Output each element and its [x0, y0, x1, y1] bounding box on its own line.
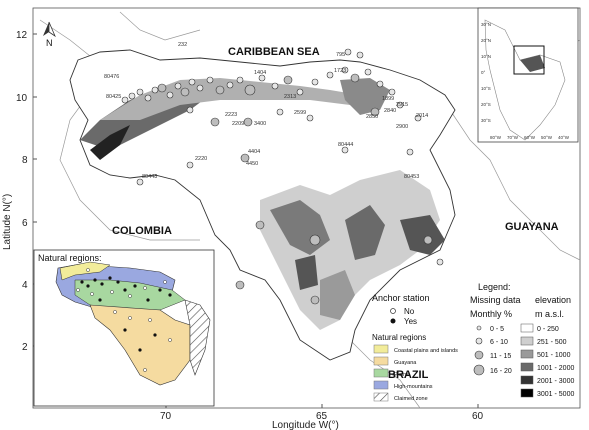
- svg-text:80444: 80444: [338, 142, 353, 148]
- x-axis-label: Longitude W(°): [272, 420, 339, 430]
- svg-text:High-mountains: High-mountains: [394, 384, 433, 390]
- svg-text:60°W: 60°W: [524, 135, 536, 140]
- svg-text:20°N: 20°N: [481, 38, 491, 43]
- svg-text:4404: 4404: [248, 149, 260, 155]
- legend-title: Legend:: [478, 282, 511, 292]
- svg-text:2850: 2850: [366, 114, 378, 120]
- svg-text:2599: 2599: [294, 110, 306, 116]
- svg-text:40°W: 40°W: [558, 135, 570, 140]
- svg-text:Yes: Yes: [404, 317, 417, 326]
- svg-text:2: 2: [22, 342, 28, 353]
- svg-text:2915: 2915: [396, 102, 408, 108]
- svg-text:12: 12: [16, 30, 28, 41]
- svg-text:10°S: 10°S: [481, 86, 491, 91]
- svg-text:50°W: 50°W: [541, 135, 553, 140]
- svg-text:30°N: 30°N: [481, 22, 491, 27]
- svg-text:6: 6: [22, 218, 28, 229]
- svg-text:Monthly %: Monthly %: [470, 309, 512, 319]
- svg-text:2840: 2840: [384, 108, 396, 114]
- place-names: CARIBBEAN SEA COLOMBIA GUAYANA BRAZIL: [112, 46, 559, 381]
- svg-text:1404: 1404: [254, 70, 266, 76]
- svg-text:60: 60: [472, 411, 484, 422]
- svg-text:Guayana: Guayana: [394, 360, 417, 366]
- svg-text:80476: 80476: [104, 74, 119, 80]
- svg-text:3400: 3400: [254, 121, 266, 127]
- y-axis-label: Latitude N(°): [2, 194, 13, 250]
- svg-text:501 - 1000: 501 - 1000: [537, 352, 571, 359]
- svg-text:2900: 2900: [396, 124, 408, 130]
- svg-text:Claimed zone: Claimed zone: [394, 396, 428, 402]
- svg-text:251 - 500: 251 - 500: [537, 339, 567, 346]
- svg-text:795: 795: [336, 52, 345, 58]
- svg-text:No: No: [404, 307, 415, 316]
- svg-text:Anchor station: Anchor station: [372, 293, 430, 303]
- svg-text:0 - 5: 0 - 5: [490, 326, 504, 333]
- colombia-label: COLOMBIA: [112, 225, 172, 237]
- legend: Legend: Anchor station No Yes Natural re…: [372, 282, 574, 402]
- svg-text:10°N: 10°N: [481, 54, 491, 59]
- svg-text:Plains: Plains: [394, 372, 409, 378]
- svg-text:232: 232: [178, 42, 187, 48]
- svg-text:2001 - 3000: 2001 - 3000: [537, 378, 574, 385]
- caribbean-sea-label: CARIBBEAN SEA: [228, 46, 320, 58]
- svg-text:6 - 10: 6 - 10: [490, 339, 508, 346]
- brazil-label: BRAZIL: [388, 369, 429, 381]
- svg-text:20°S: 20°S: [481, 102, 491, 107]
- svg-text:65: 65: [316, 411, 328, 422]
- guyana-label: GUAYANA: [505, 221, 559, 233]
- svg-text:2014: 2014: [416, 113, 428, 119]
- svg-text:80425: 80425: [106, 94, 121, 100]
- svg-text:4: 4: [22, 280, 28, 291]
- station-markers: [121, 48, 444, 305]
- svg-text:Coastal plains and islands: Coastal plains and islands: [394, 348, 458, 354]
- svg-text:10: 10: [16, 93, 28, 104]
- svg-text:1899: 1899: [382, 96, 394, 102]
- svg-text:2313: 2313: [284, 94, 296, 100]
- svg-text:8: 8: [22, 155, 28, 166]
- svg-text:Natural regions: Natural regions: [372, 333, 426, 342]
- natural-regions-inset: Natural regions:: [33, 249, 215, 407]
- svg-text:70°W: 70°W: [507, 135, 519, 140]
- svg-text:elevation: elevation: [535, 295, 571, 305]
- svg-text:0°: 0°: [481, 70, 486, 75]
- svg-text:2223: 2223: [225, 112, 237, 118]
- svg-text:m a.s.l.: m a.s.l.: [535, 309, 564, 319]
- y-axis: 12 10 8 6 4 2: [16, 30, 37, 353]
- svg-text:2209: 2209: [232, 121, 244, 127]
- station-labels: 232 1404 2220 2223 2209 3400 4404 4450 2…: [104, 42, 428, 180]
- svg-text:N: N: [46, 38, 53, 48]
- svg-text:Natural regions:: Natural regions:: [38, 253, 102, 263]
- svg-text:Missing data: Missing data: [470, 295, 521, 305]
- svg-text:80448: 80448: [142, 174, 157, 180]
- elevation-shading: [80, 78, 445, 330]
- svg-text:80°W: 80°W: [490, 135, 502, 140]
- svg-text:0 - 250: 0 - 250: [537, 326, 559, 333]
- svg-text:16 - 20: 16 - 20: [490, 368, 512, 375]
- north-arrow-icon: N: [43, 21, 56, 48]
- svg-text:11 - 15: 11 - 15: [490, 353, 511, 360]
- svg-text:70: 70: [160, 411, 172, 422]
- svg-text:3001 - 5000: 3001 - 5000: [537, 391, 574, 398]
- svg-text:1723: 1723: [334, 68, 346, 74]
- svg-text:4450: 4450: [246, 161, 258, 167]
- svg-text:2220: 2220: [195, 156, 207, 162]
- svg-text:80453: 80453: [404, 174, 419, 180]
- svg-text:1001 - 2000: 1001 - 2000: [537, 365, 574, 372]
- locator-inset: 30°N 20°N 10°N 0° 10°S 20°S 30°S 80°W 70…: [477, 7, 579, 143]
- svg-text:30°S: 30°S: [481, 118, 491, 123]
